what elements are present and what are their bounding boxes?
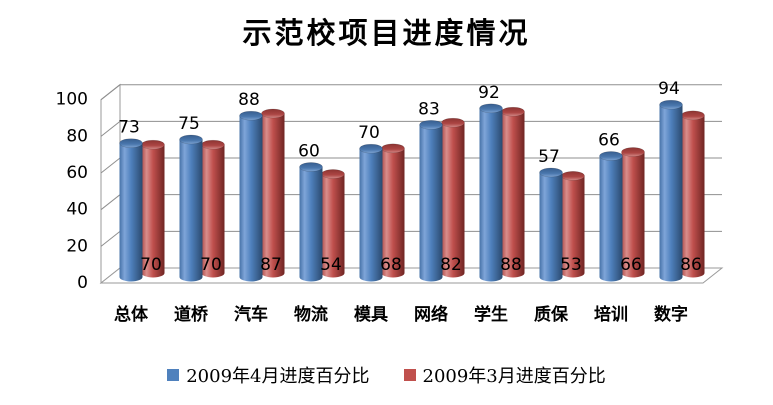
gridline-wall-edge (100, 157, 121, 174)
value-label-march: 70 (200, 255, 222, 275)
value-label-march: 54 (320, 255, 342, 275)
bar-march-培训 (621, 147, 645, 278)
bar-march-道桥 (201, 139, 225, 278)
bar-april-培训 (599, 151, 623, 282)
data-labels: 73 70 75 70 88 87 60 54 70 68 83 82 92 88 57 53 66 66 94 86 (118, 79, 702, 275)
x-axis-labels: 总体 道桥 汽车 物流 模具 网络 学生 质保 培训 数字 (114, 304, 688, 325)
y-axis-tick-label: 20 (66, 236, 88, 256)
bar-april-道桥 (179, 134, 203, 282)
value-label-march: 53 (560, 255, 582, 275)
x-axis-label-模具: 模具 (354, 304, 388, 325)
bar-march-物流 (321, 169, 345, 278)
gridline-wall-edge (100, 120, 121, 137)
bar-march-汽车 (261, 108, 285, 278)
x-axis-label-总体: 总体 (114, 304, 149, 325)
bar-march-模具 (381, 143, 405, 278)
x-axis-label-物流: 物流 (294, 304, 328, 325)
bar-march-数字 (681, 110, 705, 278)
x-axis-label-数字: 数字 (654, 304, 688, 325)
value-label-march: 86 (680, 255, 702, 275)
x-axis-label-汽车: 汽车 (234, 304, 268, 325)
value-label-april: 60 (298, 142, 320, 162)
plot-left-wall (100, 83, 121, 285)
bar-march-总体 (141, 139, 165, 278)
value-label-march: 82 (440, 255, 462, 275)
x-axis-label-道桥: 道桥 (174, 304, 209, 325)
value-label-april: 70 (358, 123, 380, 143)
legend-label: 2009年3月进度百分比 (422, 366, 606, 387)
bars (119, 99, 705, 282)
value-label-april: 75 (178, 114, 200, 134)
legend-color-swatch-icon (403, 369, 416, 381)
value-label-march: 66 (620, 255, 642, 275)
legend-color-swatch-icon (167, 369, 180, 381)
y-axis-tick-label: 60 (66, 163, 88, 183)
bar-april-模具 (359, 143, 383, 282)
value-label-march: 70 (140, 255, 162, 275)
chart-title: 示范校项目进度情况 (242, 16, 531, 50)
value-label-april: 83 (418, 99, 440, 119)
bar-april-网络 (419, 120, 443, 282)
value-label-march: 68 (380, 255, 402, 275)
value-label-april: 73 (118, 118, 140, 138)
y-axis-tick-label: 80 (66, 126, 88, 146)
bar-april-学生 (479, 103, 503, 282)
value-label-april: 88 (238, 90, 260, 110)
legend-item-april: 2009年4月进度百分比 (167, 362, 370, 388)
bar-march-学生 (501, 106, 525, 278)
y-axis-tick-label: 0 (77, 273, 88, 293)
value-label-march: 87 (260, 255, 282, 275)
x-axis-label-网络: 网络 (414, 304, 448, 325)
gridline-wall-edge (100, 194, 121, 211)
bar-march-网络 (441, 117, 465, 278)
legend: 2009年4月进度百分比 2009年3月进度百分比 (0, 360, 773, 390)
value-label-march: 88 (500, 255, 522, 275)
value-label-april: 66 (598, 131, 620, 151)
x-axis-label-学生: 学生 (474, 304, 508, 325)
y-axis-tick-label: 100 (56, 90, 88, 110)
value-label-april: 92 (478, 83, 500, 103)
bar-march-质保 (561, 171, 585, 278)
bar-april-数字 (659, 99, 683, 282)
y-axis-labels: 0 20 40 60 80 100 (56, 90, 88, 293)
y-axis-tick-label: 40 (66, 200, 88, 220)
gridline-wall-edge (100, 230, 121, 247)
gridline-wall-edge (100, 84, 121, 101)
x-axis-label-质保: 质保 (534, 304, 569, 325)
x-axis-label-培训: 培训 (594, 304, 628, 325)
legend-label: 2009年4月进度百分比 (186, 366, 370, 387)
bar-april-总体 (119, 138, 143, 282)
bar-april-质保 (539, 167, 563, 282)
bar-april-物流 (299, 162, 323, 282)
legend-item-march: 2009年3月进度百分比 (403, 362, 606, 388)
value-label-april: 57 (538, 147, 560, 167)
value-label-april: 94 (658, 79, 680, 99)
bar-april-汽车 (239, 110, 263, 282)
